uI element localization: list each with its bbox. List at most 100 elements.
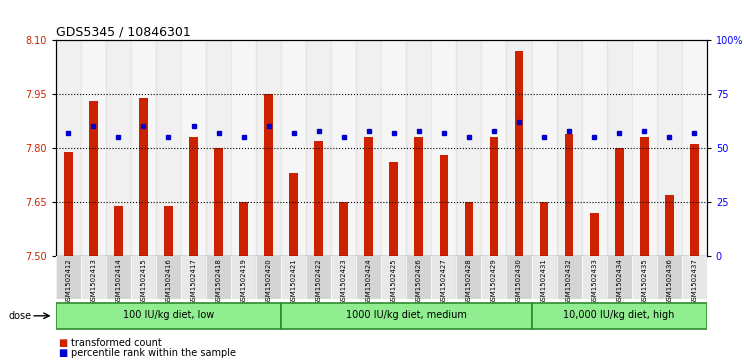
Bar <box>690 144 699 256</box>
Text: GSM1502421: GSM1502421 <box>291 258 297 305</box>
Text: GSM1502414: GSM1502414 <box>115 258 121 305</box>
Bar <box>590 213 598 256</box>
Text: GSM1502423: GSM1502423 <box>341 258 347 305</box>
Bar <box>531 40 557 256</box>
Bar <box>181 256 206 299</box>
Bar <box>289 173 298 256</box>
Bar <box>440 155 449 256</box>
Bar <box>414 137 423 256</box>
Bar <box>106 256 131 299</box>
Text: dose: dose <box>9 311 32 321</box>
Text: GSM1502413: GSM1502413 <box>90 258 97 305</box>
Text: GSM1502420: GSM1502420 <box>266 258 272 305</box>
Bar <box>557 40 582 256</box>
Text: GSM1502424: GSM1502424 <box>366 258 372 305</box>
Text: GSM1502426: GSM1502426 <box>416 258 422 305</box>
Bar <box>81 256 106 299</box>
Text: GSM1502429: GSM1502429 <box>491 258 497 305</box>
Bar <box>481 256 507 299</box>
Bar <box>256 40 281 256</box>
Text: GSM1502416: GSM1502416 <box>165 258 171 305</box>
Bar <box>665 195 673 256</box>
Bar <box>231 40 256 256</box>
Bar <box>515 51 523 256</box>
Bar <box>432 40 456 256</box>
Text: GSM1502422: GSM1502422 <box>315 258 321 305</box>
Bar <box>181 40 206 256</box>
Text: ■: ■ <box>58 348 67 358</box>
Bar <box>356 40 382 256</box>
Bar <box>264 94 273 256</box>
Text: GSM1502430: GSM1502430 <box>516 258 522 305</box>
Text: 100 IU/kg diet, low: 100 IU/kg diet, low <box>123 310 214 320</box>
Bar <box>206 256 231 299</box>
Text: 10,000 IU/kg diet, high: 10,000 IU/kg diet, high <box>563 310 675 320</box>
Text: GSM1502427: GSM1502427 <box>441 258 447 305</box>
Bar <box>582 40 606 256</box>
Bar <box>382 40 406 256</box>
Bar <box>240 202 248 256</box>
Text: GSM1502435: GSM1502435 <box>641 258 647 305</box>
Bar <box>156 40 181 256</box>
Bar <box>231 256 256 299</box>
Bar <box>331 256 356 299</box>
Bar <box>557 256 582 299</box>
Bar <box>507 40 531 256</box>
Bar <box>114 205 123 256</box>
Text: GSM1502425: GSM1502425 <box>391 258 397 305</box>
Bar <box>81 40 106 256</box>
Text: GSM1502432: GSM1502432 <box>566 258 572 305</box>
Bar <box>389 162 398 256</box>
Bar <box>640 137 649 256</box>
Bar <box>657 40 682 256</box>
Bar <box>582 256 606 299</box>
Bar <box>456 40 481 256</box>
FancyBboxPatch shape <box>281 303 531 329</box>
Text: GSM1502436: GSM1502436 <box>666 258 673 305</box>
Bar <box>615 148 623 256</box>
Bar <box>256 256 281 299</box>
Bar <box>339 202 348 256</box>
Bar <box>365 137 373 256</box>
Text: ■: ■ <box>58 338 67 348</box>
Bar <box>539 202 548 256</box>
Bar <box>281 40 307 256</box>
Bar <box>131 256 156 299</box>
Text: transformed count: transformed count <box>71 338 161 348</box>
Text: GSM1502415: GSM1502415 <box>141 258 147 305</box>
Bar <box>307 40 331 256</box>
Bar <box>531 256 557 299</box>
Bar <box>632 256 657 299</box>
Text: GSM1502434: GSM1502434 <box>616 258 622 305</box>
Text: percentile rank within the sample: percentile rank within the sample <box>71 348 236 358</box>
Text: GSM1502437: GSM1502437 <box>691 258 697 305</box>
Bar <box>281 256 307 299</box>
Bar <box>356 256 382 299</box>
Text: GSM1502433: GSM1502433 <box>591 258 597 305</box>
Bar <box>606 40 632 256</box>
Bar <box>432 256 456 299</box>
Bar <box>164 205 173 256</box>
Bar <box>214 148 223 256</box>
Bar <box>481 40 507 256</box>
Bar <box>382 256 406 299</box>
Bar <box>406 256 432 299</box>
Bar <box>56 256 81 299</box>
Bar <box>307 256 331 299</box>
Bar <box>464 202 473 256</box>
Bar <box>682 256 707 299</box>
Bar <box>206 40 231 256</box>
Text: GSM1502428: GSM1502428 <box>466 258 472 305</box>
Bar <box>490 137 498 256</box>
Bar <box>406 40 432 256</box>
Bar <box>106 40 131 256</box>
Bar <box>565 134 574 256</box>
Text: GSM1502419: GSM1502419 <box>240 258 246 305</box>
Bar <box>331 40 356 256</box>
Bar <box>139 98 148 256</box>
Text: GSM1502412: GSM1502412 <box>65 258 71 305</box>
Bar <box>131 40 156 256</box>
Text: 1000 IU/kg diet, medium: 1000 IU/kg diet, medium <box>346 310 466 320</box>
Text: GSM1502417: GSM1502417 <box>190 258 196 305</box>
Bar <box>632 40 657 256</box>
